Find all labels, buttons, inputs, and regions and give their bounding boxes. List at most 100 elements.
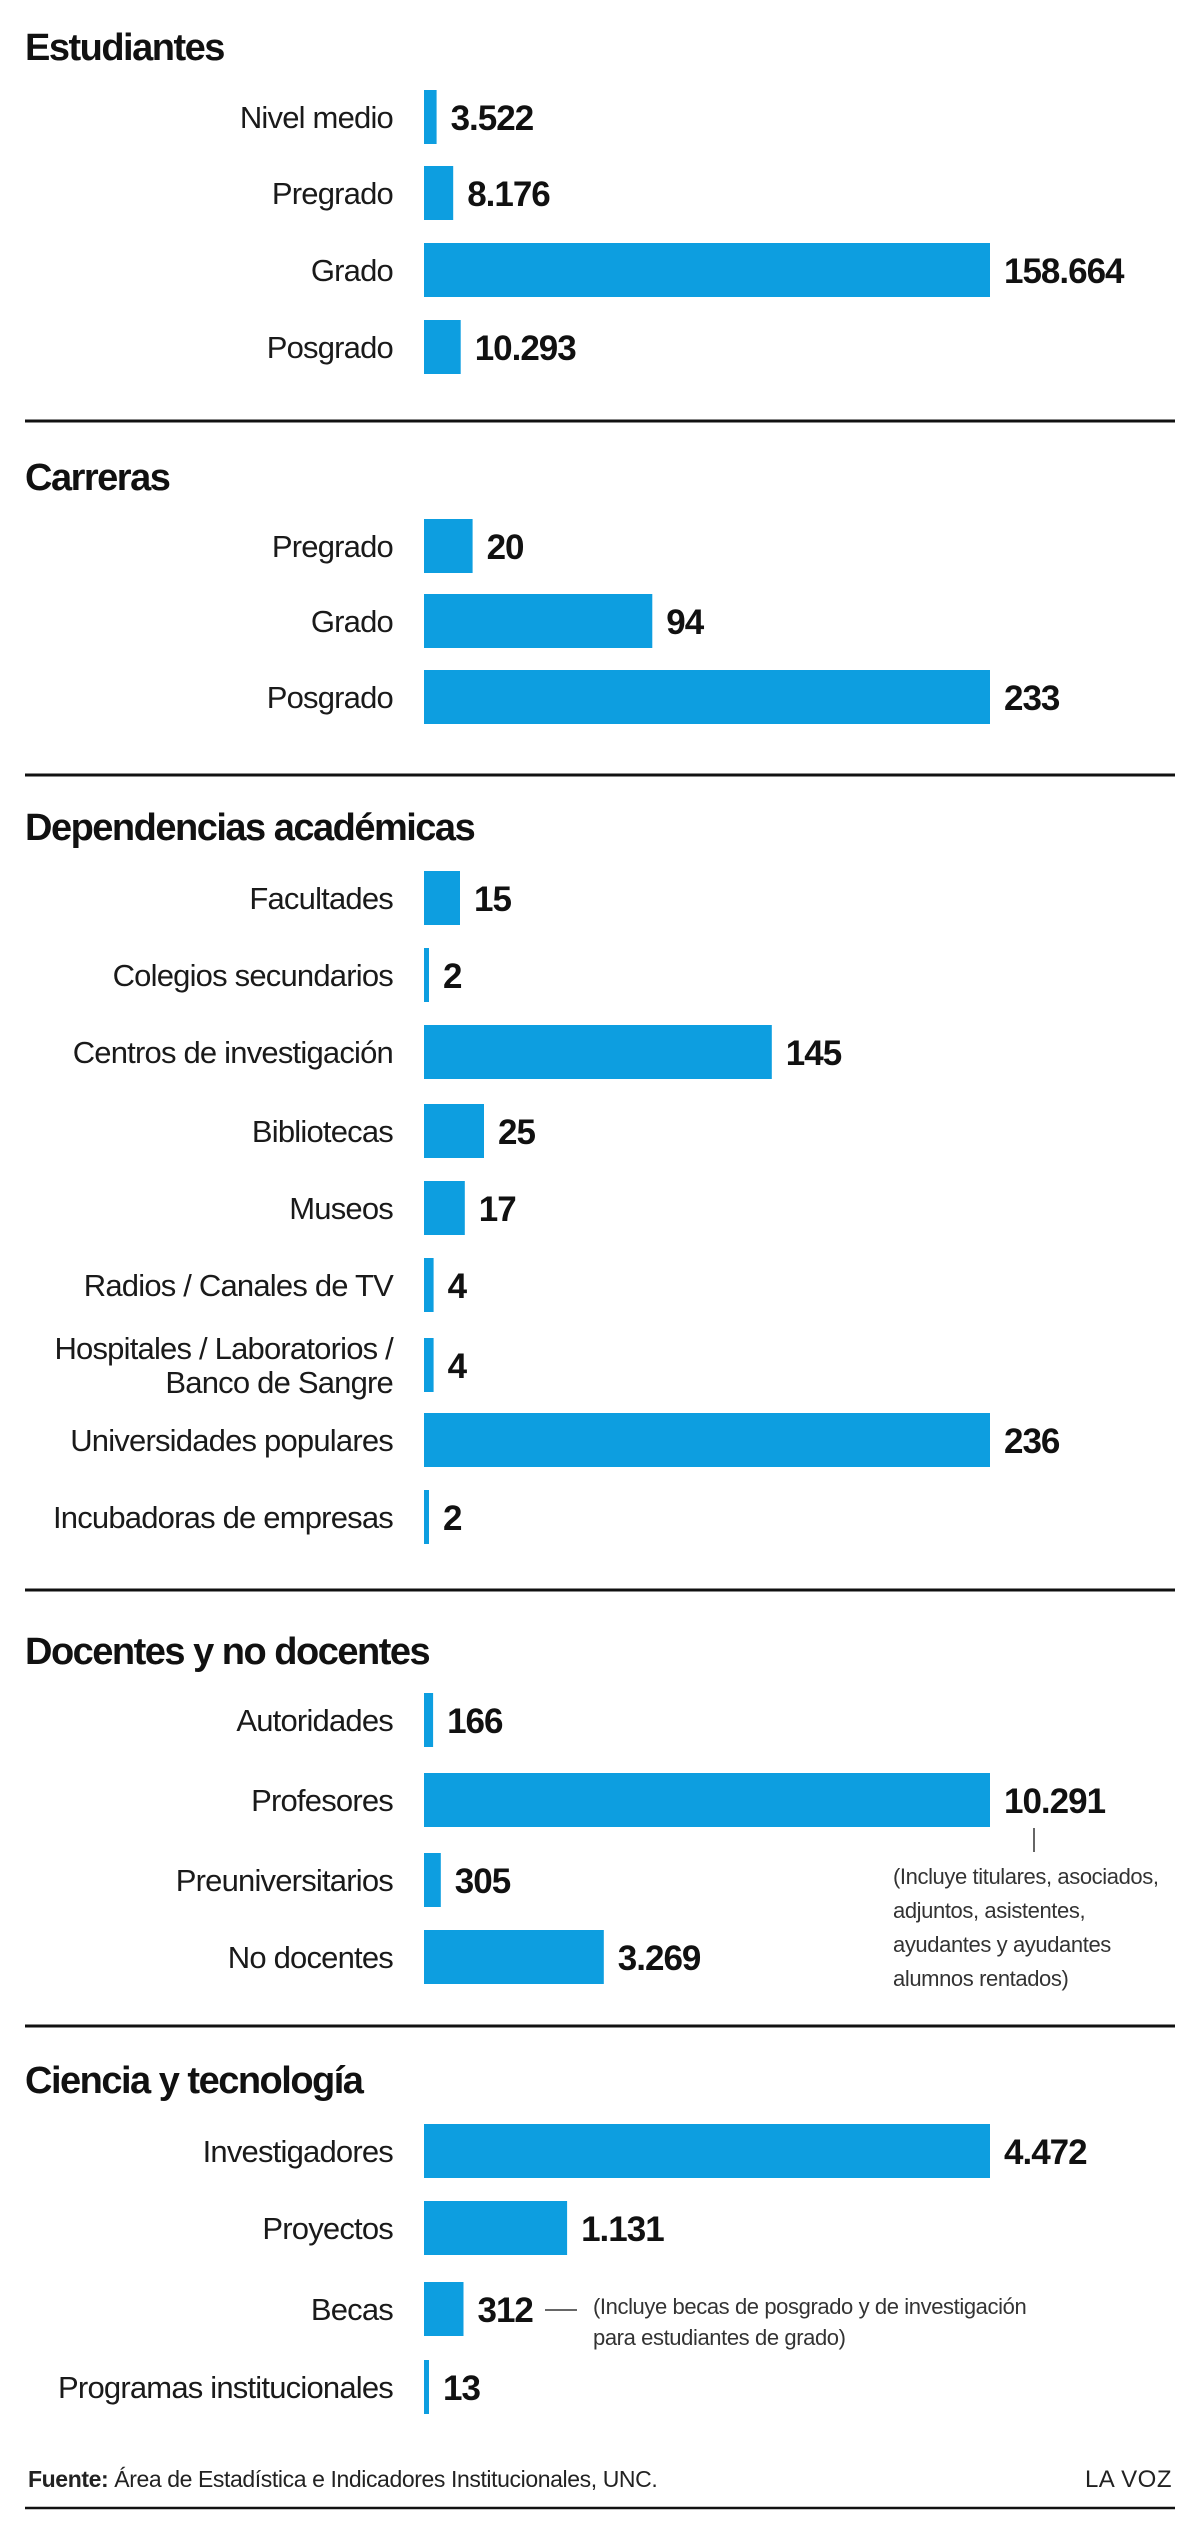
section-title: Dependencias académicas: [25, 807, 475, 849]
row-pregrado: Pregrado 8.176: [272, 166, 551, 220]
row-becas: Becas 312: [311, 2282, 534, 2336]
category-label: Programas institucionales: [58, 2370, 393, 2405]
bar-pregrado: [424, 519, 473, 573]
bar-posgrado: [424, 670, 990, 724]
value-label: 25: [498, 1113, 535, 1152]
value-label: 8.176: [467, 175, 550, 214]
footer: Fuente: Área de Estadística e Indicadores…: [25, 2466, 1175, 2510]
section-title: Carreras: [25, 457, 170, 499]
bar-incubadoras-de-empresas: [424, 1490, 429, 1544]
bar-hospitales-laboratorios-banco-de-sangre: [424, 1338, 434, 1392]
value-label: 2: [443, 957, 462, 996]
row-preuniversitarios: Preuniversitarios 305: [176, 1853, 512, 1907]
bar-museos: [424, 1181, 465, 1235]
bar-pregrado: [424, 166, 454, 220]
value-label: 312: [478, 2291, 534, 2330]
row-universidades-populares: Universidades populares 236: [70, 1413, 1061, 1467]
row-autoridades: Autoridades 166: [236, 1693, 504, 1747]
row-profesores: Profesores 10.291: [251, 1773, 1107, 1827]
bar-posgrado: [424, 320, 461, 374]
row-colegios-secundarios: Colegios secundarios 2: [113, 948, 463, 1002]
value-label: 1.131: [581, 2210, 664, 2249]
value-label: 145: [786, 1034, 842, 1073]
row-posgrado: Posgrado 10.293: [267, 320, 577, 374]
category-label: No docentes: [228, 1940, 394, 1975]
section-title: Ciencia y tecnología: [25, 2060, 365, 2102]
section-title: Estudiantes: [25, 27, 224, 69]
bar-becas: [424, 2282, 464, 2336]
value-label: 158.664: [1004, 252, 1125, 291]
value-label: 4: [448, 1347, 468, 1386]
bar-grado: [424, 594, 653, 648]
bar-nivel-medio: [424, 90, 437, 144]
value-label: 94: [666, 603, 704, 642]
category-label: Autoridades: [236, 1703, 393, 1738]
bar-autoridades: [424, 1693, 434, 1747]
category-label: Nivel medio: [240, 100, 393, 135]
value-label: 4: [448, 1267, 468, 1306]
category-label: Profesores: [251, 1783, 393, 1818]
row-centros-de-investigacion: Centros de investigación 145: [73, 1025, 843, 1079]
row-no-docentes: No docentes 3.269: [228, 1930, 702, 1984]
row-museos: Museos 17: [289, 1181, 517, 1235]
chart-sections: Estudiantes Nivel medio 3.522 Pregrado 8.176…: [25, 27, 1175, 2414]
value-label: 166: [447, 1702, 503, 1741]
category-label: Universidades populares: [70, 1423, 393, 1458]
value-label: 3.269: [618, 1939, 701, 1978]
row-investigadores: Investigadores 4.472: [203, 2124, 1088, 2178]
value-label: 15: [474, 880, 511, 919]
row-grado: Grado 94: [311, 594, 706, 648]
bar-facultades: [424, 871, 460, 925]
value-label: 233: [1004, 679, 1060, 718]
bar-universidades-populares: [424, 1413, 990, 1467]
category-label: Incubadoras de empresas: [53, 1500, 393, 1535]
bar-bibliotecas: [424, 1104, 484, 1158]
value-label: 3.522: [451, 99, 534, 138]
bar-grado: [424, 243, 990, 297]
section-dependencias-academicas: Dependencias académicas Facultades 15 Coleg…: [25, 807, 1175, 1592]
note-text-line: (Incluye titulares, asociados,: [893, 1864, 1159, 1889]
category-label: Proyectos: [262, 2211, 393, 2246]
value-label: 305: [455, 1862, 511, 1901]
value-label: 236: [1004, 1422, 1060, 1461]
section-ciencia-y-tecnologia: Ciencia y tecnología Investigadores 4.472 P…: [25, 2060, 1088, 2414]
row-pregrado: Pregrado 20: [272, 519, 525, 573]
category-label: Pregrado: [272, 529, 393, 564]
annotation-note: (Incluye becas de posgrado y de investig…: [545, 2294, 1027, 2350]
bar-preuniversitarios: [424, 1853, 441, 1907]
value-label: 2: [443, 1499, 462, 1538]
source-text: Área de Estadística e Indicadores Instit…: [114, 2466, 657, 2492]
note-text-line: ayudantes y ayudantes: [893, 1932, 1111, 1957]
category-label: Centros de investigación: [73, 1035, 393, 1070]
category-label: Radios / Canales de TV: [84, 1268, 394, 1303]
value-label: 10.291: [1004, 1782, 1106, 1821]
bar-colegios-secundarios: [424, 948, 429, 1002]
row-grado: Grado 158.664: [311, 243, 1126, 297]
bar-investigadores: [424, 2124, 990, 2178]
note-text-line: (Incluye becas de posgrado y de investig…: [593, 2294, 1026, 2319]
category-label: Becas: [311, 2292, 393, 2327]
row-incubadoras-de-empresas: Incubadoras de empresas 2: [53, 1490, 463, 1544]
value-label: 17: [479, 1190, 516, 1229]
category-label: Investigadores: [203, 2134, 394, 2169]
category-label: Hospitales / Laboratorios / Banco de Sang…: [54, 1331, 394, 1400]
brand-label: LA VOZ: [1085, 2466, 1172, 2493]
category-label: Preuniversitarios: [176, 1863, 394, 1898]
value-label: 20: [487, 528, 524, 567]
section-carreras: Carreras Pregrado 20 Grado 94 Posgrado 233: [25, 457, 1175, 777]
source-line: Fuente: Área de Estadística e Indicadores…: [28, 2466, 657, 2492]
value-label: 10.293: [475, 329, 577, 368]
value-label: 4.472: [1004, 2133, 1087, 2172]
source-label: Fuente:: [28, 2466, 108, 2492]
row-programas-institucionales: Programas institucionales 13: [58, 2360, 481, 2414]
annotation-note: (Incluye titulares, asociados, adjuntos, …: [893, 1828, 1159, 1991]
category-label: Posgrado: [267, 680, 393, 715]
category-label: Posgrado: [267, 330, 393, 365]
bar-no-docentes: [424, 1930, 604, 1984]
bar-programas-institucionales: [424, 2360, 429, 2414]
value-label: 13: [443, 2369, 480, 2408]
row-proyectos: Proyectos 1.131: [262, 2201, 665, 2255]
note-text-line: alumnos rentados): [893, 1966, 1068, 1991]
note-text-line: para estudiantes de grado): [593, 2325, 846, 2350]
